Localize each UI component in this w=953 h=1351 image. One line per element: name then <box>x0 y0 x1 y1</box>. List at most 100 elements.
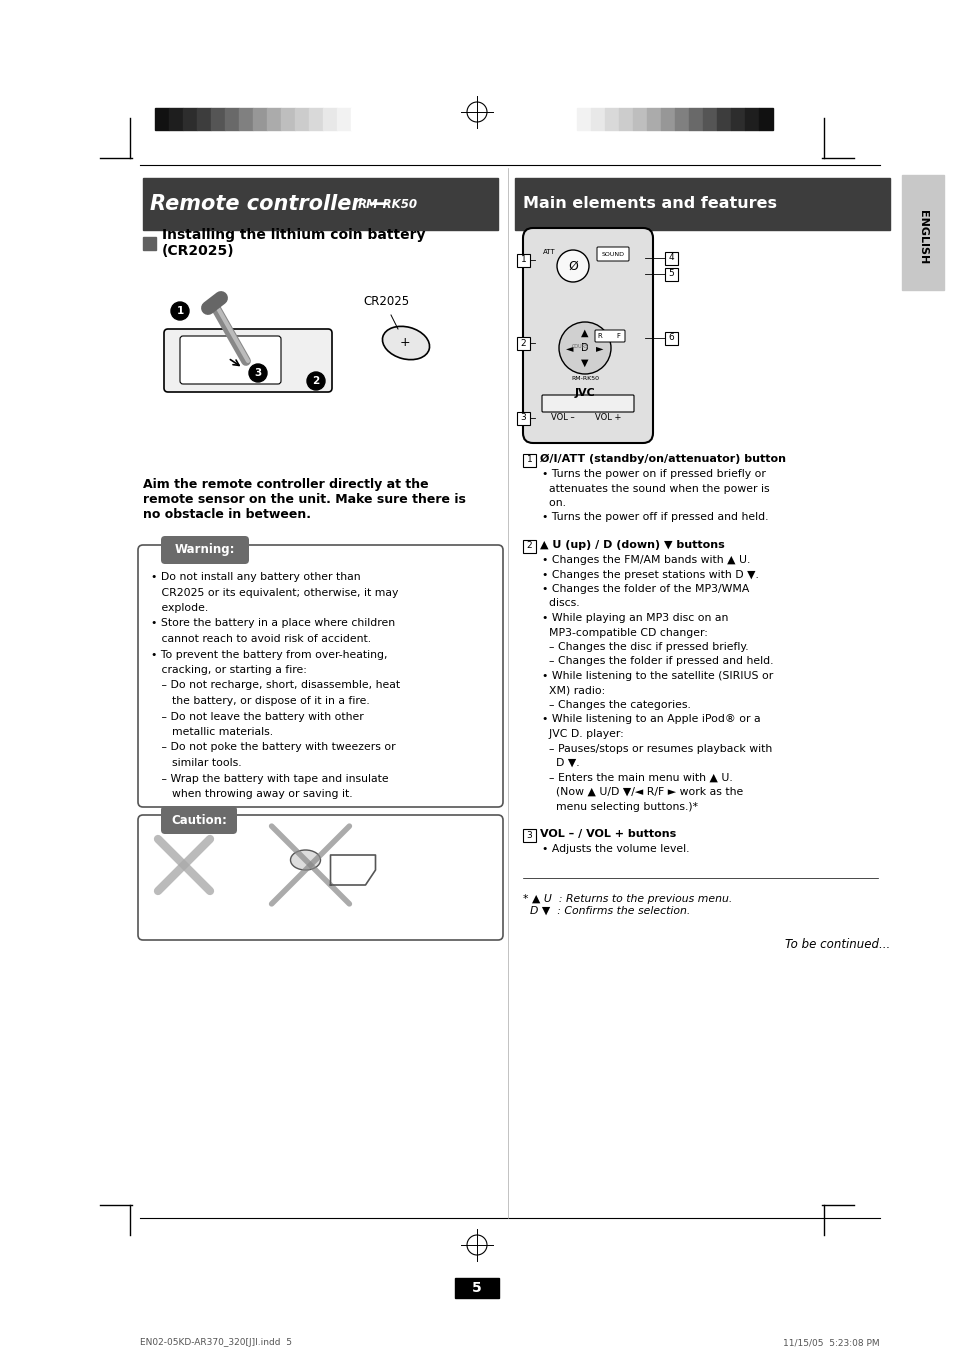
Text: • Changes the preset stations with D ▼.: • Changes the preset stations with D ▼. <box>535 570 758 580</box>
Text: – Changes the folder if pressed and held.: – Changes the folder if pressed and held… <box>535 657 773 666</box>
Text: cracking, or starting a fire:: cracking, or starting a fire: <box>151 665 307 676</box>
Text: metallic materials.: metallic materials. <box>151 727 273 738</box>
Text: • While listening to the satellite (SIRIUS or: • While listening to the satellite (SIRI… <box>535 671 773 681</box>
Text: +: + <box>399 336 410 350</box>
FancyBboxPatch shape <box>541 394 634 412</box>
Bar <box>688 108 702 130</box>
Text: 11/15/05  5:23:08 PM: 11/15/05 5:23:08 PM <box>782 1337 879 1347</box>
Bar <box>604 108 618 130</box>
Bar <box>702 108 717 130</box>
Bar <box>267 108 281 130</box>
Text: attenuates the sound when the power is: attenuates the sound when the power is <box>535 484 769 493</box>
Bar <box>759 108 772 130</box>
Text: the battery, or dispose of it in a fire.: the battery, or dispose of it in a fire. <box>151 696 370 707</box>
FancyBboxPatch shape <box>138 544 502 807</box>
Bar <box>618 108 633 130</box>
Text: CR2025: CR2025 <box>363 295 409 308</box>
Text: ▼: ▼ <box>580 358 588 367</box>
Text: 4: 4 <box>668 254 674 262</box>
Text: 3: 3 <box>526 831 532 839</box>
Circle shape <box>307 372 325 390</box>
Bar <box>664 253 678 265</box>
Text: 2: 2 <box>312 376 319 386</box>
Text: ENGLISH: ENGLISH <box>917 211 927 265</box>
Text: – Pauses/stops or resumes playback with: – Pauses/stops or resumes playback with <box>535 743 771 754</box>
Text: MP3-compatible CD changer:: MP3-compatible CD changer: <box>535 627 707 638</box>
Bar <box>239 108 253 130</box>
Bar <box>143 178 497 230</box>
Text: CR2025 or its equivalent; otherwise, it may: CR2025 or its equivalent; otherwise, it … <box>151 588 398 597</box>
Circle shape <box>249 363 267 382</box>
Text: – Enters the main menu with ▲ U.: – Enters the main menu with ▲ U. <box>535 773 732 782</box>
Bar <box>577 108 590 130</box>
Bar <box>196 108 211 130</box>
Text: Caution:: Caution: <box>171 813 227 827</box>
Text: ATT: ATT <box>542 249 555 255</box>
Text: 5: 5 <box>668 269 674 278</box>
Text: • While listening to an Apple iPod® or a: • While listening to an Apple iPod® or a <box>535 715 760 724</box>
Bar <box>323 108 336 130</box>
Bar <box>590 108 604 130</box>
Text: 1: 1 <box>520 255 526 265</box>
Text: * ▲ U  : Returns to the previous menu.
  D ▼  : Confirms the selection.: * ▲ U : Returns to the previous menu. D … <box>522 894 732 916</box>
Text: (Now ▲ U/D ▼/◄ R/F ► work as the: (Now ▲ U/D ▼/◄ R/F ► work as the <box>535 788 742 797</box>
Text: cannot reach to avoid risk of accident.: cannot reach to avoid risk of accident. <box>151 634 371 644</box>
Bar <box>143 236 156 250</box>
Text: – Do not poke the battery with tweezers or: – Do not poke the battery with tweezers … <box>151 743 395 753</box>
Text: • Store the battery in a place where children: • Store the battery in a place where chi… <box>151 619 395 628</box>
Bar <box>522 830 536 842</box>
FancyBboxPatch shape <box>597 247 628 261</box>
Circle shape <box>558 322 610 374</box>
Bar <box>664 332 678 345</box>
Text: To be continued...: To be continued... <box>784 938 889 951</box>
Text: Ø: Ø <box>567 259 578 273</box>
Text: – Changes the disc if pressed briefly.: – Changes the disc if pressed briefly. <box>535 642 748 653</box>
Text: 5: 5 <box>472 1281 481 1296</box>
Bar <box>309 108 323 130</box>
Bar <box>211 108 225 130</box>
FancyBboxPatch shape <box>180 336 281 384</box>
Text: Remote controller —: Remote controller — <box>150 195 390 213</box>
Circle shape <box>171 303 189 320</box>
Bar <box>744 108 759 130</box>
Text: ◄: ◄ <box>566 343 573 353</box>
Bar <box>294 108 309 130</box>
Text: XM) radio:: XM) radio: <box>535 685 604 696</box>
Text: Installing the lithium coin battery
(CR2025): Installing the lithium coin battery (CR2… <box>162 228 425 258</box>
Bar <box>675 108 688 130</box>
Text: discs.: discs. <box>535 598 579 608</box>
Text: Warning:: Warning: <box>174 543 235 557</box>
Bar <box>154 108 169 130</box>
Circle shape <box>557 250 588 282</box>
Bar <box>717 108 730 130</box>
Text: Ø/I/ATT (standby/on/attenuator) button: Ø/I/ATT (standby/on/attenuator) button <box>539 454 785 465</box>
Text: COURS: COURS <box>571 343 588 349</box>
Text: menu selecting buttons.)*: menu selecting buttons.)* <box>535 801 698 812</box>
Bar <box>517 336 530 350</box>
Bar <box>515 178 889 230</box>
Bar <box>253 108 267 130</box>
Ellipse shape <box>291 850 320 870</box>
Bar <box>646 108 660 130</box>
Text: 2: 2 <box>520 339 526 347</box>
Text: Main elements and features: Main elements and features <box>522 196 776 212</box>
Text: similar tools.: similar tools. <box>151 758 241 767</box>
Bar <box>225 108 239 130</box>
Bar <box>730 108 744 130</box>
Text: R: R <box>597 332 601 339</box>
Bar <box>169 108 183 130</box>
Text: 3: 3 <box>254 367 261 378</box>
Text: 2: 2 <box>526 542 532 550</box>
Text: RM-RK50: RM-RK50 <box>357 197 417 211</box>
Bar <box>455 1278 498 1298</box>
Text: 3: 3 <box>520 413 526 423</box>
Text: SOUND: SOUND <box>601 251 624 257</box>
Text: ►: ► <box>596 343 603 353</box>
Text: ▲ U (up) / D (down) ▼ buttons: ▲ U (up) / D (down) ▼ buttons <box>539 540 724 550</box>
Text: D: D <box>580 343 588 353</box>
Bar <box>517 254 530 267</box>
Text: • Adjusts the volume level.: • Adjusts the volume level. <box>535 844 689 854</box>
Text: D ▼.: D ▼. <box>535 758 579 767</box>
Bar <box>522 454 536 467</box>
Text: explode.: explode. <box>151 603 208 613</box>
